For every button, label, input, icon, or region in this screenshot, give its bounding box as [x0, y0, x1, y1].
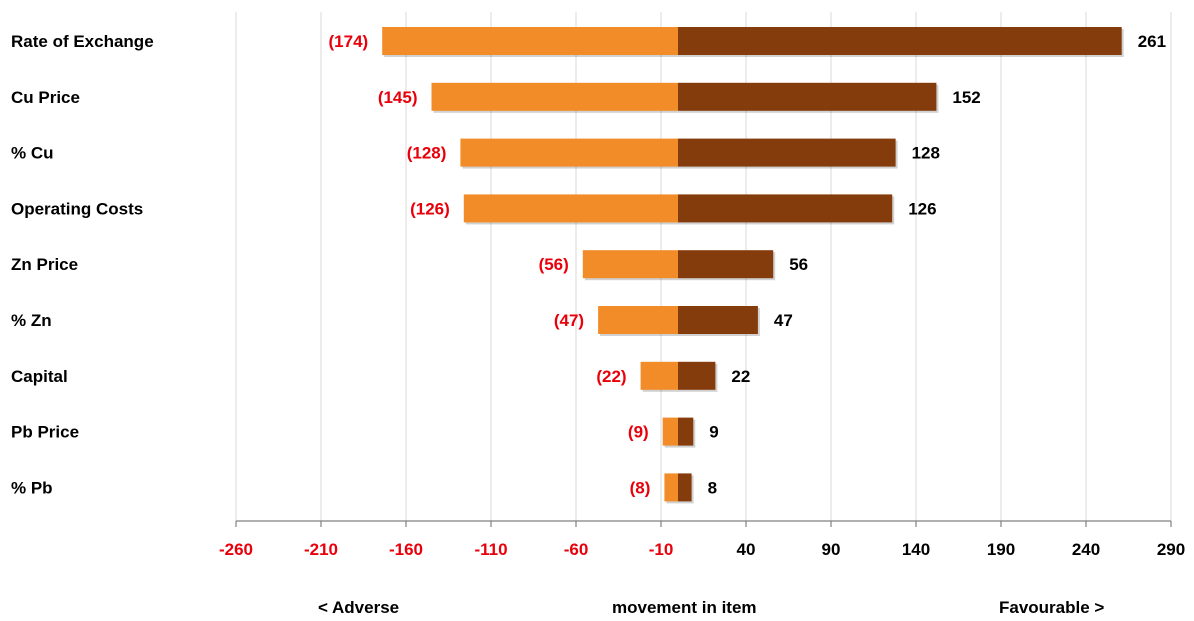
x-tick-label: 290: [1157, 540, 1185, 559]
value-label-adverse: (8): [630, 478, 651, 497]
x-tick-label: -160: [389, 540, 423, 559]
x-axis: -260 -210 -160 -110 -60 -10 40 90 140 190 240 290: [219, 521, 1185, 559]
category-label: Rate of Exchange: [11, 32, 154, 51]
category-label: % Pb: [11, 478, 53, 497]
x-tick-label: 140: [902, 540, 930, 559]
axis-notes: < Adverse movement in item Favourable >: [318, 598, 1104, 617]
value-label-adverse: (47): [554, 311, 584, 330]
value-label-favourable: 128: [912, 144, 940, 163]
axis-note-favourable: Favourable >: [999, 598, 1104, 617]
category-labels: Rate of Exchange Cu Price % Cu Operating Co…: [11, 32, 154, 497]
bar-favourable: [678, 139, 896, 167]
value-label-favourable: 126: [908, 199, 936, 218]
bar-adverse: [641, 362, 678, 390]
value-label-adverse: (56): [539, 255, 569, 274]
bar-favourable: [678, 306, 758, 334]
value-label-favourable: 9: [709, 423, 718, 442]
category-label: Zn Price: [11, 255, 78, 274]
category-label: Operating Costs: [11, 199, 143, 218]
axis-note-adverse: < Adverse: [318, 598, 399, 617]
x-tick-label: 90: [822, 540, 841, 559]
x-tick-label: -260: [219, 540, 253, 559]
bar-adverse: [598, 306, 678, 334]
bar-adverse: [583, 250, 678, 278]
bar-adverse: [460, 139, 678, 167]
value-label-adverse: (126): [410, 199, 450, 218]
value-label-favourable: 22: [731, 367, 750, 386]
x-tick-label: 190: [987, 540, 1015, 559]
bar-favourable: [678, 83, 936, 111]
value-label-adverse: (22): [596, 367, 626, 386]
bar-favourable: [678, 362, 715, 390]
bar-favourable: [678, 418, 693, 446]
x-tick-label: -110: [474, 540, 507, 559]
value-label-adverse: (128): [407, 144, 447, 163]
bar-adverse: [382, 27, 678, 55]
value-label-adverse: (9): [628, 423, 649, 442]
category-label: Pb Price: [11, 423, 79, 442]
bar-favourable: [678, 27, 1122, 55]
value-label-favourable: 261: [1138, 32, 1166, 51]
x-tick-label: -10: [649, 540, 674, 559]
category-label: % Zn: [11, 311, 52, 330]
category-label: Capital: [11, 367, 68, 386]
value-label-adverse: (145): [378, 88, 418, 107]
bar-adverse: [432, 83, 679, 111]
bar-adverse: [663, 418, 678, 446]
value-label-favourable: 56: [789, 255, 808, 274]
value-label-favourable: 152: [952, 88, 980, 107]
x-tick-label: 240: [1072, 540, 1100, 559]
value-label-adverse: (174): [329, 32, 369, 51]
bar-favourable: [678, 194, 892, 222]
bar-favourable: [678, 250, 773, 278]
bars: [382, 27, 1123, 503]
bar-favourable: [678, 473, 692, 501]
category-label: % Cu: [11, 144, 54, 163]
x-tick-label: 40: [737, 540, 756, 559]
bar-adverse: [664, 473, 678, 501]
x-tick-label: -60: [564, 540, 589, 559]
x-tick-label: -210: [304, 540, 338, 559]
bar-adverse: [464, 194, 678, 222]
value-label-favourable: 47: [774, 311, 793, 330]
category-label: Cu Price: [11, 88, 80, 107]
value-label-favourable: 8: [708, 478, 717, 497]
axis-note-center: movement in item: [612, 598, 757, 617]
